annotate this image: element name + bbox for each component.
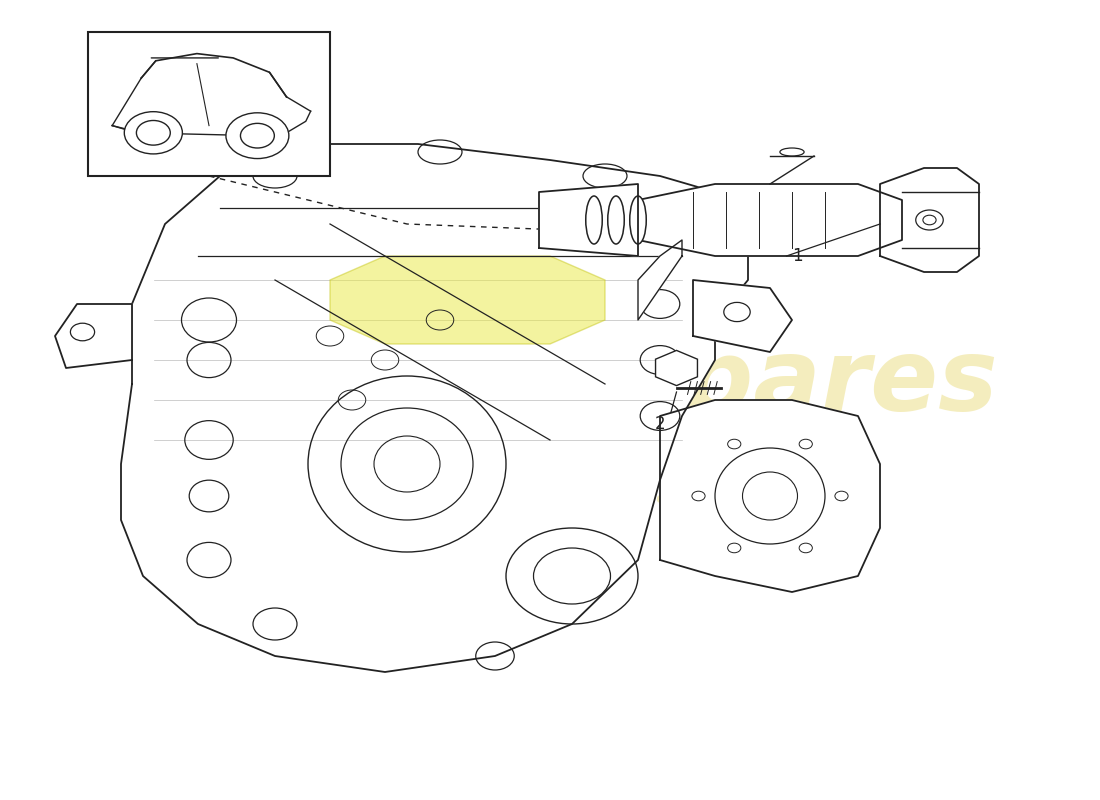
- Polygon shape: [880, 168, 979, 272]
- Ellipse shape: [608, 196, 625, 244]
- Circle shape: [124, 112, 183, 154]
- Polygon shape: [638, 184, 902, 256]
- Text: eurospares: eurospares: [365, 335, 999, 433]
- Polygon shape: [693, 280, 792, 352]
- Polygon shape: [638, 240, 682, 320]
- Polygon shape: [121, 144, 748, 672]
- Circle shape: [136, 121, 170, 145]
- Ellipse shape: [585, 196, 603, 244]
- Polygon shape: [55, 304, 132, 368]
- Ellipse shape: [629, 196, 647, 244]
- Polygon shape: [330, 256, 605, 344]
- Circle shape: [241, 123, 274, 148]
- Polygon shape: [539, 184, 638, 256]
- Circle shape: [226, 113, 289, 158]
- Text: 2: 2: [654, 415, 666, 433]
- Text: a passion for parts since 1985: a passion for parts since 1985: [448, 484, 872, 508]
- Bar: [88, 32, 330, 176]
- Text: 1: 1: [792, 247, 803, 265]
- Polygon shape: [660, 400, 880, 592]
